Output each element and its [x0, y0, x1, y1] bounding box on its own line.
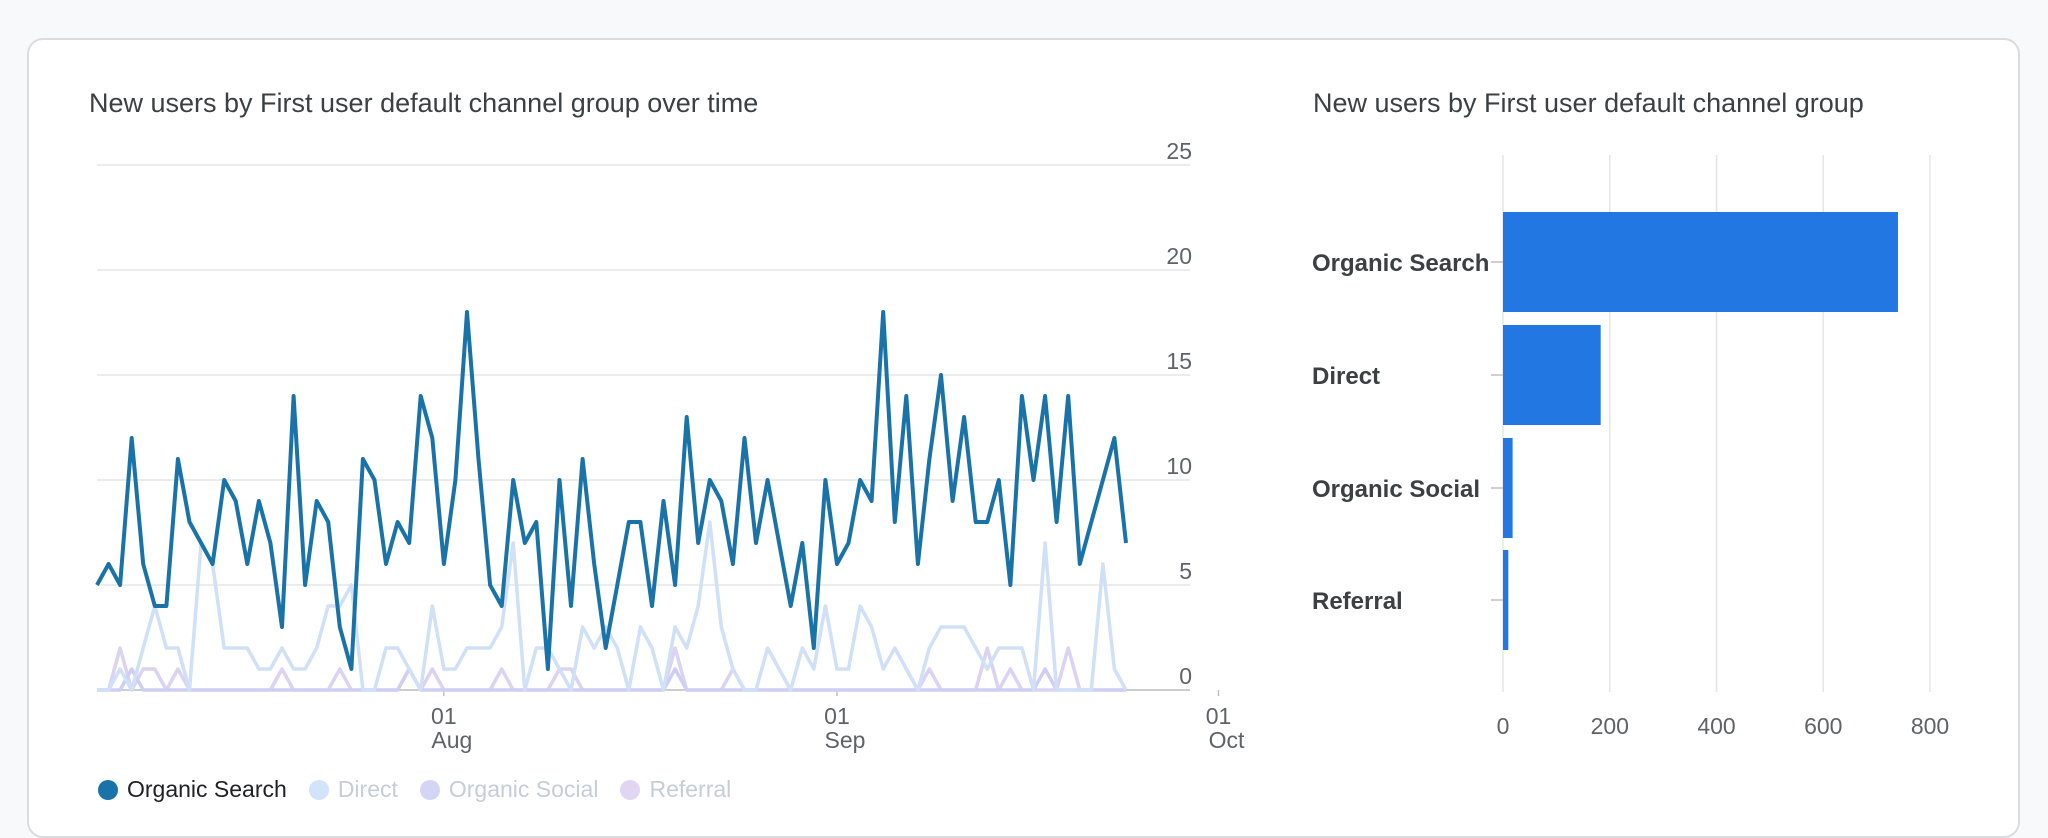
- x-tick-label: 200: [1591, 713, 1629, 739]
- x-tick-label: 800: [1911, 713, 1949, 739]
- series-line-direct: [97, 520, 1128, 692]
- x-tick-sublabel: Oct: [1209, 727, 1245, 753]
- x-tick-label: 01: [431, 703, 457, 729]
- bar-chart-title: New users by First user default channel …: [1313, 88, 1864, 118]
- legend-item-referral[interactable]: Referral: [620, 776, 731, 803]
- series-line-organic-social: [97, 667, 1126, 692]
- legend-dot-icon: [98, 779, 118, 800]
- category-label: Direct: [1312, 363, 1380, 390]
- bar-organic-search: [1503, 212, 1898, 312]
- y-tick-label: 5: [1179, 558, 1192, 584]
- y-tick-label: 25: [1166, 138, 1192, 164]
- y-tick-label: 10: [1166, 453, 1192, 479]
- line-chart-title: New users by First user default channel …: [89, 88, 759, 118]
- category-label: Organic Social: [1312, 476, 1480, 503]
- x-tick-label: 400: [1697, 713, 1735, 739]
- legend-label: Direct: [337, 776, 398, 802]
- x-tick-sublabel: Sep: [824, 727, 865, 753]
- x-tick-sublabel: Aug: [431, 727, 472, 753]
- y-tick-label: 20: [1166, 243, 1192, 269]
- bar-direct: [1503, 325, 1601, 425]
- x-tick-label: 01: [1206, 703, 1232, 729]
- legend-item-organic-social[interactable]: Organic Social: [419, 776, 599, 803]
- x-tick-label: 0: [1497, 713, 1510, 739]
- y-tick-label: 0: [1179, 663, 1192, 689]
- legend-item-direct[interactable]: Direct: [308, 776, 398, 803]
- legend-dot-icon: [419, 779, 440, 800]
- category-label: Organic Search: [1312, 250, 1489, 277]
- bar-organic-social: [1503, 438, 1513, 538]
- legend-dot-icon: [308, 779, 329, 800]
- bar-referral: [1503, 550, 1509, 650]
- line-chart-legend: Organic Search Direct Organic Social Ref…: [98, 776, 731, 803]
- category-label: Referral: [1312, 588, 1403, 615]
- legend-item-organic-search[interactable]: Organic Search: [98, 776, 287, 803]
- y-tick-label: 15: [1166, 348, 1192, 374]
- series-line-organic-search: [95, 310, 1128, 671]
- x-tick-label: 01: [824, 703, 850, 729]
- legend-label: Referral: [649, 776, 732, 802]
- report-card: New users by First user default channel …: [27, 38, 2020, 838]
- x-tick-label: 600: [1804, 713, 1842, 739]
- legend-label: Organic Search: [127, 776, 287, 802]
- legend-label: Organic Social: [448, 776, 599, 802]
- legend-dot-icon: [620, 779, 641, 800]
